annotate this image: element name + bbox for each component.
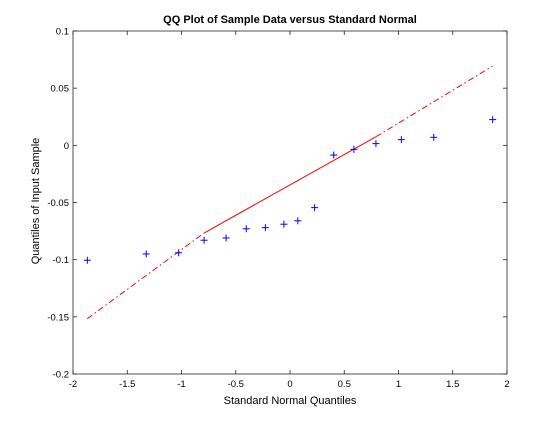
x-axis-label: Standard Normal Quantiles [224,395,357,407]
y-axis-label: Quantiles of Input Sample [30,138,42,265]
x-tick-label: -0.5 [228,379,244,390]
plot-area [73,31,507,374]
data-point [350,145,358,153]
y-tick-label: 0 [64,141,69,152]
x-tick-label: 0 [287,379,292,390]
data-point [261,224,269,232]
x-tick-label: 0.5 [338,379,351,390]
x-tick-label: -1.5 [119,379,135,390]
reference-line-dashdot-1 [87,232,205,320]
reference-line-solid [203,136,377,234]
x-tick-label: 2 [504,379,509,390]
data-point [397,136,405,144]
data-point [311,204,319,212]
data-point [142,250,150,258]
y-tick-label: -0.2 [53,370,69,381]
data-point [83,256,91,264]
data-point [242,225,250,233]
x-tick-label: 1.5 [446,379,459,390]
x-tick-label: -1 [177,379,185,390]
reference-line-dashdot-2 [375,65,493,138]
data-point [175,249,183,257]
x-tick-label: 1 [396,379,401,390]
data-point [430,133,438,141]
y-tick-label: -0.15 [47,312,69,323]
y-tick-label: -0.1 [53,255,69,266]
x-tick-label: -2 [69,379,77,390]
data-point [200,236,208,244]
y-tick-label: -0.05 [47,198,69,209]
data-point [372,140,380,148]
data-point [489,116,497,124]
data-point [330,151,338,159]
data-point [280,220,288,228]
chart-title: QQ Plot of Sample Data versus Standard N… [163,14,417,26]
y-tick-label: 0.05 [51,84,70,95]
y-tick-label: 0.1 [56,27,69,38]
data-point [222,234,230,242]
data-point [294,217,302,225]
